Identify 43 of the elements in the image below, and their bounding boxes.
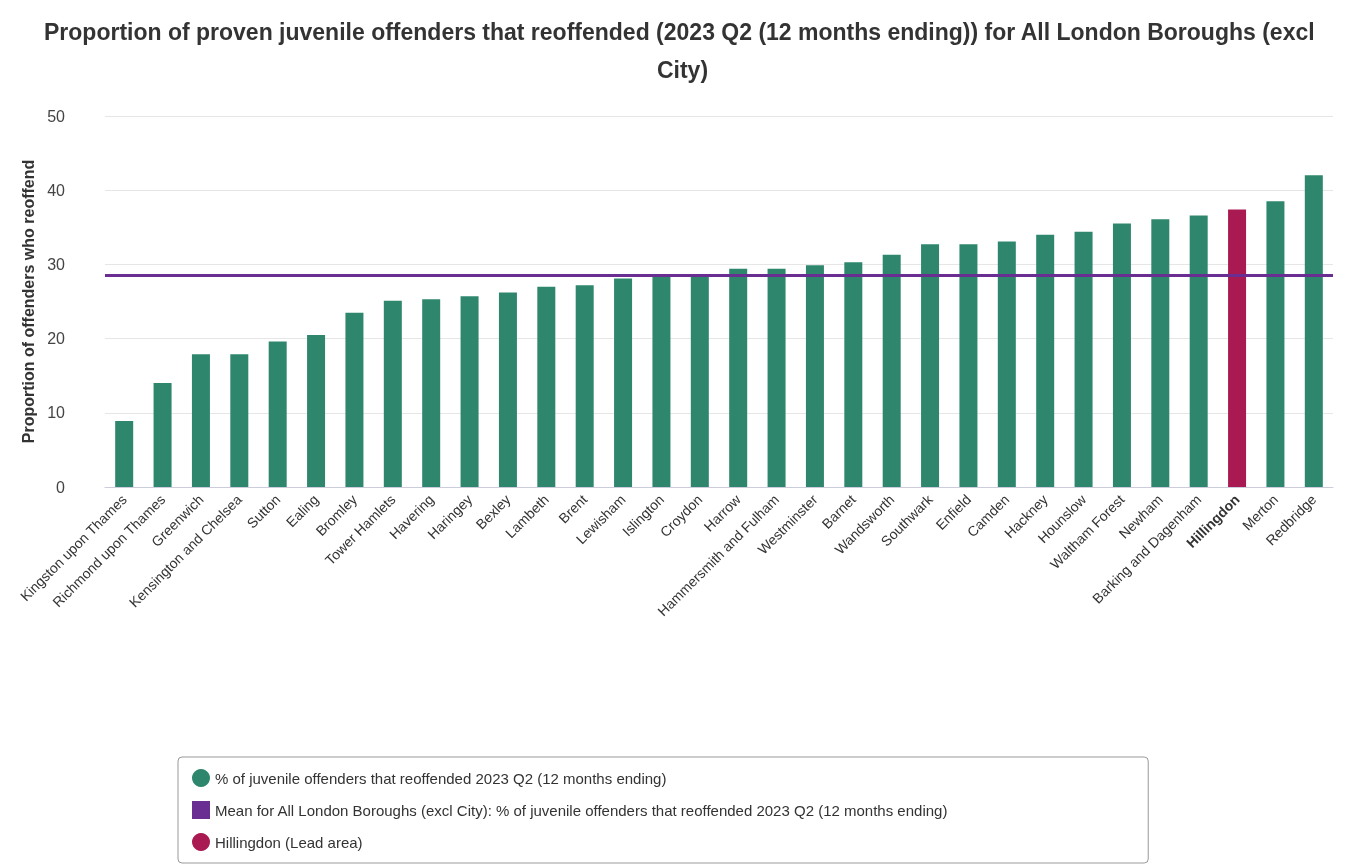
bar bbox=[422, 299, 441, 487]
bar bbox=[959, 244, 978, 487]
bar bbox=[1112, 223, 1131, 487]
legend-label: Mean for All London Boroughs (excl City): % of juvenile offenders that reoffended 2023 Q2 (12 months ending) bbox=[215, 801, 948, 819]
bar bbox=[383, 300, 402, 487]
bar bbox=[153, 383, 172, 487]
bar bbox=[1228, 209, 1247, 487]
bar bbox=[1074, 231, 1093, 487]
bar bbox=[882, 254, 901, 487]
y-tick-label: 30 bbox=[47, 255, 66, 273]
bar bbox=[767, 268, 786, 487]
bar bbox=[844, 262, 863, 487]
bar bbox=[690, 274, 709, 487]
bar bbox=[268, 341, 287, 487]
y-tick-label: 0 bbox=[56, 478, 66, 496]
bar bbox=[537, 286, 556, 487]
bar bbox=[191, 354, 210, 487]
bar bbox=[997, 241, 1016, 487]
bar bbox=[652, 275, 671, 487]
y-axis-title: Proportion of offenders who reoffend bbox=[19, 159, 37, 444]
bar bbox=[921, 244, 940, 487]
bar bbox=[805, 265, 824, 487]
chart-title: Proportion of proven juvenile offenders that reoffended (2023 Q2 (12 months ending)) for All London Boroughs (excl City) bbox=[43, 19, 1322, 83]
bar bbox=[345, 312, 364, 487]
bar bbox=[1189, 215, 1208, 487]
y-tick-label: 50 bbox=[47, 107, 66, 125]
bar bbox=[115, 420, 134, 487]
bar bbox=[1304, 175, 1323, 487]
legend-label: % of juvenile offenders that reoffended 2023 Q2 (12 months ending) bbox=[215, 769, 667, 787]
bar bbox=[1266, 201, 1285, 487]
y-tick-label: 40 bbox=[47, 181, 66, 199]
y-tick-label: 10 bbox=[47, 404, 66, 422]
bar bbox=[460, 296, 479, 487]
bar bbox=[307, 334, 326, 487]
bar bbox=[498, 292, 517, 487]
bar bbox=[1036, 234, 1055, 487]
y-tick-label: 20 bbox=[47, 330, 66, 348]
bar bbox=[230, 354, 249, 487]
bar bbox=[614, 278, 633, 487]
bar bbox=[729, 268, 748, 487]
bar bbox=[1151, 219, 1170, 487]
bar bbox=[575, 285, 594, 487]
legend-label: Hillingdon (Lead area) bbox=[215, 833, 363, 851]
